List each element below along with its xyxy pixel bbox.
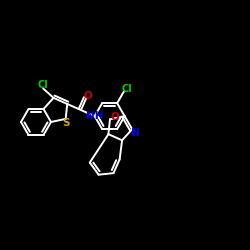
Text: Cl: Cl — [122, 84, 132, 94]
Text: O: O — [84, 91, 92, 101]
Text: O: O — [110, 112, 119, 122]
Text: S: S — [62, 118, 70, 128]
Text: N: N — [131, 128, 140, 138]
Text: NH: NH — [86, 111, 104, 121]
Text: Cl: Cl — [38, 80, 48, 90]
